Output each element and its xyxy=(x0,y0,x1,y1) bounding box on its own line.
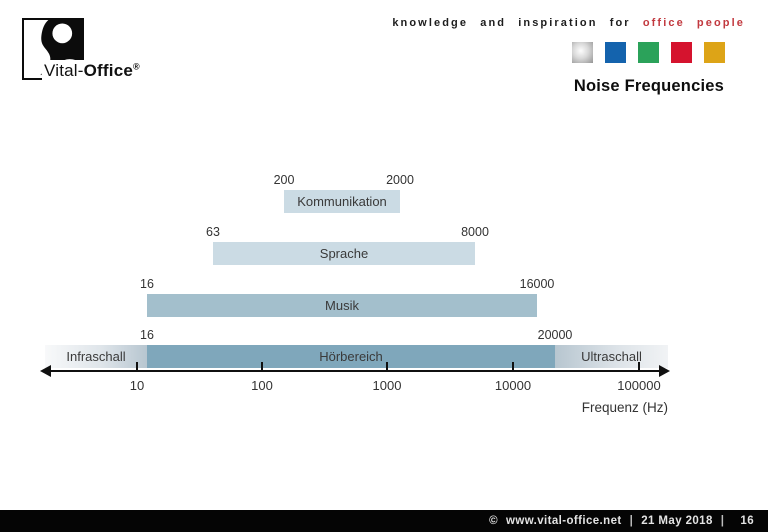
green-square-icon xyxy=(638,42,659,63)
axis-arrow-right-icon xyxy=(659,365,670,377)
axis-tick xyxy=(638,362,640,372)
gold-square-icon xyxy=(704,42,725,63)
axis-tick-label: 1000 xyxy=(372,378,402,393)
ultraschall-label: Ultraschall xyxy=(581,349,642,364)
copyright-symbol: © xyxy=(489,515,499,527)
sprache-end-value: 8000 xyxy=(461,225,489,239)
vital-office-logo: Vital-Office® xyxy=(22,18,162,84)
kommunikation-start-value: 200 xyxy=(273,173,295,187)
footer-date: 21 May 2018 xyxy=(641,515,713,527)
axis-tick xyxy=(136,362,138,372)
infraschall-band: Infraschall xyxy=(45,345,147,368)
hoerbereich-bar: Hörbereich xyxy=(147,345,555,368)
footer-separator: | xyxy=(629,515,634,527)
musik-end-value: 16000 xyxy=(519,277,555,291)
tagline-highlight: office people xyxy=(642,17,745,29)
axis-tick xyxy=(512,362,514,372)
page-number: 16 xyxy=(740,515,754,527)
brand-suffix: Office xyxy=(83,61,134,80)
sprache-start-value: 63 xyxy=(206,225,220,239)
kommunikation-bar-label: Kommunikation xyxy=(297,194,387,209)
tagline: knowledge and inspiration for office peo… xyxy=(392,17,745,29)
axis-tick-label: 100000 xyxy=(617,378,661,393)
axis-tick-label: 100 xyxy=(251,378,273,393)
red-square-icon xyxy=(671,42,692,63)
axis-tick xyxy=(261,362,263,372)
axis-arrow-left-icon xyxy=(40,365,51,377)
axis-tick xyxy=(386,362,388,372)
sprache-bar: Sprache xyxy=(213,242,475,265)
sprache-bar-label: Sprache xyxy=(319,246,369,261)
footer-separator: | xyxy=(720,515,725,527)
axis-tick-label: 10000 xyxy=(494,378,532,393)
silver-square-icon xyxy=(572,42,593,63)
blue-square-icon xyxy=(605,42,626,63)
color-squares xyxy=(572,42,725,63)
page-title: Noise Frequencies xyxy=(573,77,724,95)
musik-bar: Musik xyxy=(147,294,537,317)
footer-url: www.vital-office.net xyxy=(506,515,622,527)
hoerbereich-bar-label: Hörbereich xyxy=(319,349,383,364)
brand-prefix: Vital- xyxy=(44,61,84,80)
brand-name: Vital-Office® xyxy=(42,60,142,81)
kommunikation-bar: Kommunikation xyxy=(284,190,400,213)
frequency-axis xyxy=(48,370,662,372)
axis-tick-label: 10 xyxy=(129,378,145,393)
tagline-prefix: knowledge and inspiration for xyxy=(392,17,631,29)
hoerbereich-start-value: 16 xyxy=(140,328,154,342)
footer-bar: © www.vital-office.net | 21 May 2018 | 1… xyxy=(0,510,768,532)
registered-mark: ® xyxy=(133,61,140,72)
musik-start-value: 16 xyxy=(140,277,154,291)
ultraschall-band: Ultraschall xyxy=(555,345,668,368)
hoerbereich-end-value: 20000 xyxy=(537,328,573,342)
musik-bar-label: Musik xyxy=(325,298,359,313)
axis-title: Frequenz (Hz) xyxy=(581,400,668,415)
kommunikation-end-value: 2000 xyxy=(386,173,414,187)
infraschall-label: Infraschall xyxy=(66,349,126,364)
